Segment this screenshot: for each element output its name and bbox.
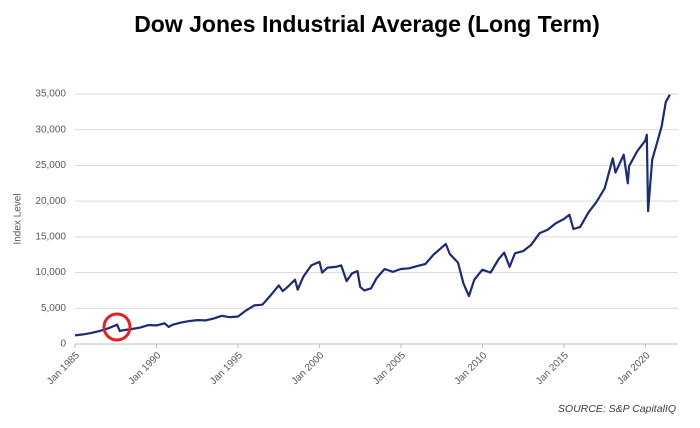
data-line [74,94,671,337]
y-tick-label: 25,000 [35,160,66,171]
chart-title: Dow Jones Industrial Average (Long Term) [134,11,600,37]
x-tick-label: Jan 2020 [616,350,653,387]
y-tick-label: 30,000 [35,124,66,135]
y-tick-label: 5,000 [41,303,66,314]
x-tick-label: Jan 2000 [290,350,327,387]
highlight-circle [102,312,132,342]
x-tick-label: Jan 1995 [208,350,245,387]
y-tick-label: 15,000 [35,231,66,242]
x-tick-label: Jan 1990 [127,350,164,387]
y-tick-label: 0 [60,339,66,350]
y-tick-label: 20,000 [35,196,66,207]
y-tick-label: 10,000 [35,267,66,278]
x-tick-label: Jan 2005 [371,350,408,387]
x-tick-label: Jan 2010 [453,350,490,387]
x-tick-label: Jan 1985 [45,350,82,387]
source-note: SOURCE: S&P CapitalIQ [558,403,676,415]
y-tick-label: 35,000 [35,89,66,100]
y-axis-label: Index Level [13,193,24,244]
x-tick-label: Jan 2015 [534,350,571,387]
